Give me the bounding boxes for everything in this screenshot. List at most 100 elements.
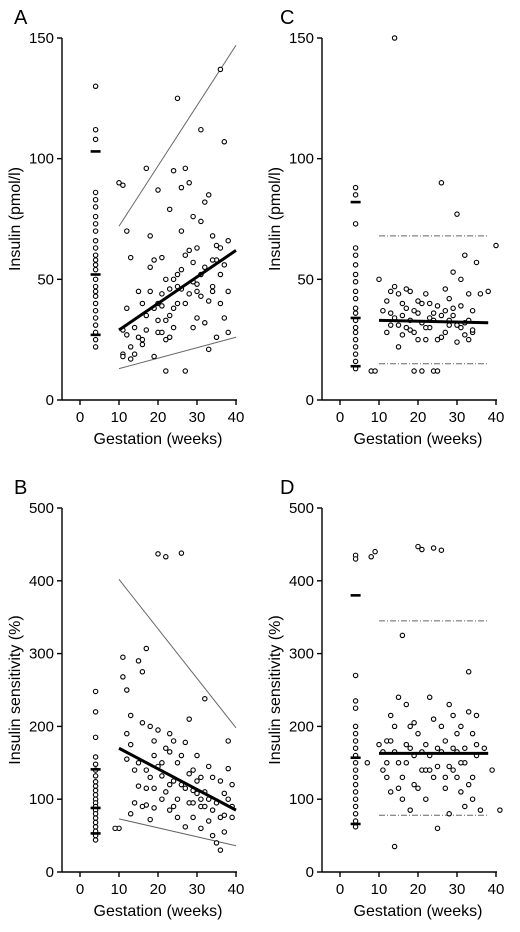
data-point (151, 738, 157, 744)
data-point (423, 741, 429, 748)
baseline-point (92, 815, 99, 821)
data-point (442, 286, 449, 292)
baseline-point (352, 324, 359, 331)
data-point (124, 756, 130, 762)
lower-band-line (118, 336, 237, 370)
data-point (395, 344, 402, 350)
data-point (182, 300, 189, 307)
data-point (217, 847, 224, 853)
baseline-point (352, 730, 359, 737)
baseline-point (92, 252, 99, 258)
data-point (163, 745, 169, 751)
data-point (415, 336, 421, 343)
data-point (163, 276, 169, 283)
data-point (159, 773, 165, 779)
baseline-point (92, 754, 99, 760)
x-tick-label: 0 (336, 881, 344, 898)
data-point (209, 233, 216, 239)
data-point (225, 329, 231, 336)
panel-letter: C (280, 7, 294, 29)
x-tick-label: 30 (189, 409, 206, 426)
data-point (407, 288, 413, 295)
data-point (190, 324, 196, 331)
data-point (380, 307, 386, 314)
data-point (403, 286, 410, 292)
data-point (493, 242, 499, 249)
y-tick-label: 0 (46, 392, 54, 409)
baseline-point (352, 262, 359, 268)
data-point (454, 211, 460, 217)
data-point (384, 760, 390, 766)
data-point (411, 368, 417, 374)
data-point (384, 329, 390, 336)
axes (317, 37, 497, 405)
baseline-point (352, 796, 359, 802)
baseline-point (92, 136, 99, 143)
data-point (217, 245, 224, 251)
y-tick-label: 400 (29, 573, 54, 590)
data-point (462, 745, 468, 751)
data-point (159, 760, 165, 766)
data-point (469, 307, 476, 314)
data-point (391, 35, 398, 41)
data-point (446, 322, 452, 328)
data-point (415, 310, 421, 316)
y-tick-label: 100 (29, 151, 54, 168)
data-point (135, 760, 142, 766)
x-tick-label: 10 (371, 409, 388, 426)
y-axis-label: Insulin (pmol/l) (7, 167, 24, 271)
baseline-point (352, 288, 359, 295)
data-point (190, 767, 196, 773)
baseline-point (352, 329, 359, 336)
data-point (163, 789, 169, 795)
baseline-point (352, 192, 359, 198)
axes (57, 507, 237, 877)
data-point (415, 298, 421, 304)
y-tick-label: 100 (29, 791, 54, 808)
data-point (190, 213, 196, 220)
data-point (442, 307, 449, 314)
y-tick-label: 200 (29, 718, 54, 735)
baseline-point (352, 789, 359, 795)
baseline-point (352, 271, 359, 278)
data-point (221, 315, 228, 321)
data-point (178, 184, 185, 191)
data-point (143, 645, 150, 652)
data-point (384, 774, 390, 781)
data-point (124, 305, 130, 312)
data-point (124, 332, 130, 338)
y-tick-label: 200 (289, 718, 314, 735)
data-point (143, 165, 150, 172)
data-point (209, 283, 216, 290)
data-point (174, 271, 181, 278)
data-point (170, 738, 177, 744)
y-axis-label: Insulin sensitivity (%) (267, 615, 284, 764)
data-point (477, 291, 484, 297)
data-point (170, 305, 177, 312)
data-point (438, 547, 445, 553)
y-tick-label: 0 (306, 864, 314, 881)
data-point (159, 291, 165, 297)
data-point (465, 709, 472, 715)
data-point (112, 825, 118, 832)
data-point (186, 180, 192, 186)
data-point (163, 317, 169, 324)
data-point (399, 332, 406, 338)
data-point (147, 288, 153, 295)
x-tick-label: 40 (228, 409, 245, 426)
data-point (209, 807, 216, 813)
x-tick-label: 40 (228, 881, 245, 898)
data-point (170, 276, 177, 283)
baseline-point (352, 556, 359, 562)
baseline-point (352, 824, 359, 830)
data-point (166, 781, 173, 788)
baseline-point (92, 83, 99, 90)
data-point (229, 781, 235, 788)
data-point (387, 712, 394, 719)
data-point (139, 341, 146, 348)
data-point (446, 701, 452, 708)
panel-c: C 0 50 100 150 0 10 20 30 40 Gestation (weeks) Insu… (267, 7, 504, 448)
y-tick-label: 150 (289, 30, 314, 47)
baseline-point (92, 773, 99, 779)
data-point (143, 767, 150, 773)
